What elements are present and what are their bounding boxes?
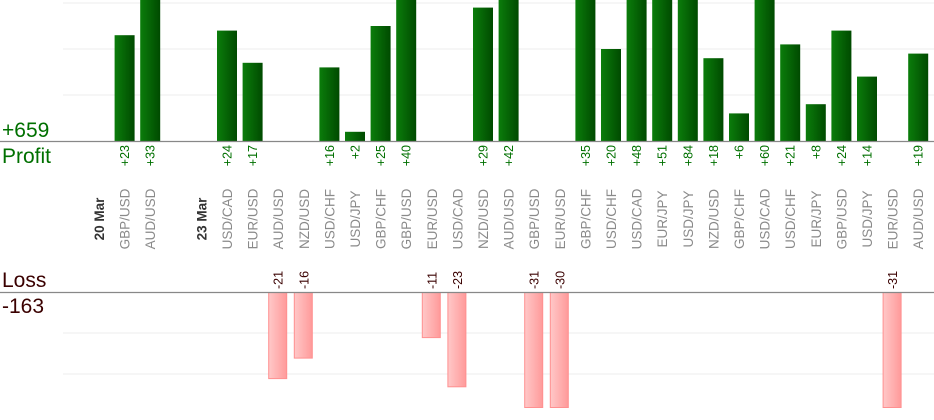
profit-bar[interactable]	[754, 0, 775, 141]
profit-value-label: +18	[707, 145, 721, 166]
profit-bar[interactable]	[601, 49, 621, 141]
loss-value-label: -30	[553, 271, 567, 289]
profit-value-label: +8	[809, 145, 823, 159]
loss-value-label: -31	[886, 271, 900, 289]
date-label: 20 Mar	[92, 197, 107, 241]
pair-label: USD/JPY	[348, 190, 363, 247]
pair-label: GBP/USD	[834, 188, 849, 249]
pair-label: EUR/USD	[553, 188, 568, 249]
date-label: 23 Mar	[194, 197, 209, 241]
profit-value-label: +21	[784, 145, 798, 166]
pair-label: USD/CHF	[604, 189, 619, 249]
profit-bar[interactable]	[780, 44, 801, 141]
profit-value-label: +20	[605, 145, 619, 166]
profit-bar[interactable]	[345, 131, 365, 141]
profit-bar[interactable]	[114, 35, 135, 142]
profit-value-label: +60	[758, 145, 772, 166]
profit-bar[interactable]	[652, 0, 673, 141]
loss-bar[interactable]	[447, 292, 467, 388]
profit-value-label: +84	[681, 145, 695, 166]
profit-value-label: +33	[144, 145, 158, 166]
loss-bar[interactable]	[549, 292, 569, 408]
pair-label: GBP/USD	[527, 188, 542, 249]
profit-value-label: +14	[861, 145, 875, 166]
loss-bar[interactable]	[524, 292, 544, 408]
profit-value-label: +19	[912, 145, 926, 166]
profit-bar[interactable]	[140, 0, 161, 141]
loss-value-label: -11	[425, 272, 439, 289]
pair-label: NZD/USD	[706, 189, 721, 249]
pair-label: USD/JPY	[860, 190, 875, 247]
profit-total: +659	[2, 119, 49, 142]
profit-bar[interactable]	[805, 104, 826, 141]
profit-bar[interactable]	[473, 7, 493, 141]
profit-bar[interactable]	[831, 30, 852, 142]
pair-label: EUR/USD	[886, 188, 901, 249]
profit-bar[interactable]	[857, 76, 877, 141]
profit-bar[interactable]	[575, 0, 596, 141]
loss-total: -163	[2, 295, 44, 318]
pair-label: USD/CAD	[630, 188, 645, 249]
profit-bar[interactable]	[217, 30, 237, 142]
profit-value-label: +35	[579, 145, 593, 166]
profit-value-label: +42	[502, 145, 516, 166]
profit-value-label: +6	[733, 145, 747, 159]
loss-value-label: -23	[451, 271, 465, 289]
loss-label: Loss	[2, 269, 46, 292]
profit-value-label: +17	[246, 145, 260, 166]
pair-label: AUD/USD	[911, 188, 926, 249]
loss-bar[interactable]	[293, 292, 313, 359]
loss-value-label: -16	[297, 271, 311, 289]
profit-label: Profit	[2, 145, 51, 168]
profit-bar[interactable]	[396, 0, 417, 141]
profit-bar[interactable]	[370, 26, 391, 141]
pair-label: AUD/USD	[143, 188, 158, 249]
pair-label: AUD/USD	[502, 188, 517, 249]
profit-value-label: +40	[400, 145, 414, 166]
pair-label: USD/CHF	[322, 189, 337, 249]
pair-label: EUR/JPY	[809, 190, 824, 247]
profit-value-label: +51	[656, 145, 670, 166]
pair-label: EUR/USD	[425, 188, 440, 249]
profit-bar[interactable]	[319, 67, 340, 141]
profit-bar[interactable]	[626, 0, 647, 141]
loss-bar[interactable]	[268, 292, 288, 380]
profit-value-label: +2	[349, 145, 363, 159]
profit-value-label: +16	[323, 145, 337, 166]
profit-bar[interactable]	[729, 113, 749, 141]
pair-label: USD/CAD	[758, 188, 773, 249]
pair-label: GBP/CHF	[732, 189, 747, 249]
pair-label: EUR/USD	[246, 188, 261, 249]
profit-value-label: +23	[118, 145, 132, 166]
pair-label: NZD/USD	[297, 189, 312, 249]
profit-bar[interactable]	[703, 58, 724, 142]
loss-bar[interactable]	[882, 292, 902, 408]
profit-bar[interactable]	[498, 0, 519, 141]
pair-label: GBP/USD	[399, 188, 414, 249]
pair-label: NZD/USD	[476, 189, 491, 249]
profit-value-label: +24	[835, 145, 849, 166]
pair-label: USD/JPY	[681, 190, 696, 247]
pair-label: EUR/JPY	[655, 190, 670, 247]
pair-label: USD/CHF	[783, 189, 798, 249]
profit-value-label: +29	[477, 145, 491, 166]
pair-label: GBP/CHF	[578, 189, 593, 249]
pair-label: GBP/CHF	[374, 189, 389, 249]
profit-value-label: +25	[374, 145, 388, 166]
pair-label: GBP/USD	[118, 188, 133, 249]
profit-value-label: +48	[630, 145, 644, 166]
pair-label: AUD/USD	[271, 188, 286, 249]
pair-label: USD/CAD	[450, 188, 465, 249]
pair-label: USD/CAD	[220, 188, 235, 249]
profit-bar[interactable]	[908, 53, 929, 141]
profit-bar[interactable]	[242, 62, 263, 141]
loss-value-label: -31	[528, 271, 542, 289]
loss-value-label: -21	[272, 271, 286, 289]
profit-bar[interactable]	[677, 0, 698, 141]
loss-bar[interactable]	[421, 292, 441, 339]
profit-value-label: +24	[221, 145, 235, 166]
